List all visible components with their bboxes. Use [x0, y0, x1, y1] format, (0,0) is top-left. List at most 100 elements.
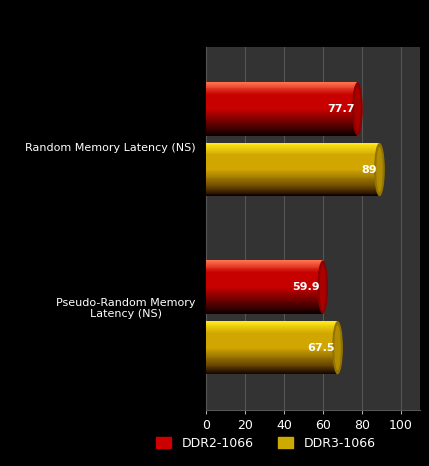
Bar: [206, 94, 357, 95]
Bar: [206, 158, 380, 159]
Bar: [206, 134, 357, 135]
Bar: [206, 305, 323, 306]
Bar: [206, 354, 338, 355]
Bar: [206, 112, 357, 113]
Bar: [206, 275, 323, 276]
Bar: [206, 145, 380, 146]
Bar: [206, 310, 323, 311]
Bar: [206, 106, 357, 107]
Bar: [206, 172, 380, 173]
Bar: [206, 342, 338, 343]
Bar: [206, 122, 357, 123]
Ellipse shape: [376, 147, 383, 192]
Bar: [206, 92, 357, 93]
Bar: [206, 279, 323, 280]
Bar: [206, 260, 323, 261]
Bar: [206, 281, 323, 282]
Bar: [206, 312, 323, 313]
Bar: [206, 170, 380, 171]
Bar: [206, 304, 323, 305]
Bar: [206, 323, 338, 324]
Bar: [206, 161, 380, 162]
Bar: [206, 273, 323, 274]
Bar: [206, 192, 380, 193]
Bar: [206, 181, 380, 182]
Bar: [206, 330, 338, 331]
Bar: [206, 174, 380, 175]
Bar: [206, 313, 323, 314]
Bar: [206, 328, 338, 329]
Bar: [206, 187, 380, 188]
Bar: [206, 163, 380, 164]
Bar: [206, 116, 357, 117]
Bar: [206, 293, 323, 294]
Bar: [206, 368, 338, 369]
Bar: [206, 261, 323, 262]
Bar: [206, 143, 380, 144]
Bar: [206, 189, 380, 190]
Bar: [206, 356, 338, 357]
Bar: [206, 367, 338, 368]
Bar: [206, 339, 338, 340]
Bar: [206, 366, 338, 367]
Bar: [206, 179, 380, 180]
Bar: [206, 345, 338, 346]
Bar: [206, 184, 380, 185]
Bar: [206, 107, 357, 108]
Bar: [206, 276, 323, 277]
Bar: [206, 351, 338, 352]
Bar: [206, 295, 323, 296]
Bar: [206, 102, 357, 103]
Bar: [206, 182, 380, 183]
Bar: [206, 186, 380, 187]
Bar: [206, 127, 357, 128]
Bar: [206, 362, 338, 363]
Ellipse shape: [354, 86, 361, 132]
Bar: [206, 292, 323, 293]
Bar: [206, 154, 380, 155]
Bar: [206, 128, 357, 129]
Bar: [206, 324, 338, 325]
Bar: [206, 357, 338, 358]
Bar: [206, 370, 338, 371]
Bar: [206, 372, 338, 373]
Legend: DDR2-1066, DDR3-1066: DDR2-1066, DDR3-1066: [151, 432, 381, 455]
Bar: [206, 358, 338, 359]
Bar: [206, 183, 380, 184]
Bar: [206, 109, 357, 110]
Bar: [206, 374, 338, 375]
Bar: [206, 364, 338, 365]
Bar: [206, 347, 338, 348]
Bar: [206, 89, 357, 90]
Bar: [206, 91, 357, 92]
Bar: [206, 361, 338, 362]
Bar: [206, 100, 357, 101]
Bar: [206, 297, 323, 298]
Bar: [206, 148, 380, 149]
Bar: [206, 99, 357, 100]
Ellipse shape: [332, 321, 343, 375]
Bar: [206, 287, 323, 288]
Text: 59.9: 59.9: [292, 282, 320, 292]
Bar: [206, 114, 357, 115]
Bar: [206, 115, 357, 116]
Ellipse shape: [352, 82, 363, 136]
Bar: [206, 333, 338, 334]
Bar: [206, 309, 323, 310]
Bar: [206, 341, 338, 342]
Bar: [206, 302, 323, 303]
Bar: [206, 352, 338, 353]
Ellipse shape: [334, 325, 341, 370]
Bar: [206, 157, 380, 158]
Bar: [206, 180, 380, 181]
Bar: [206, 355, 338, 356]
Bar: [206, 171, 380, 172]
Bar: [206, 111, 357, 112]
Bar: [206, 334, 338, 335]
Bar: [206, 83, 357, 84]
Ellipse shape: [374, 143, 385, 196]
Bar: [206, 311, 323, 312]
Bar: [206, 175, 380, 176]
Bar: [206, 185, 380, 186]
Bar: [206, 268, 323, 269]
